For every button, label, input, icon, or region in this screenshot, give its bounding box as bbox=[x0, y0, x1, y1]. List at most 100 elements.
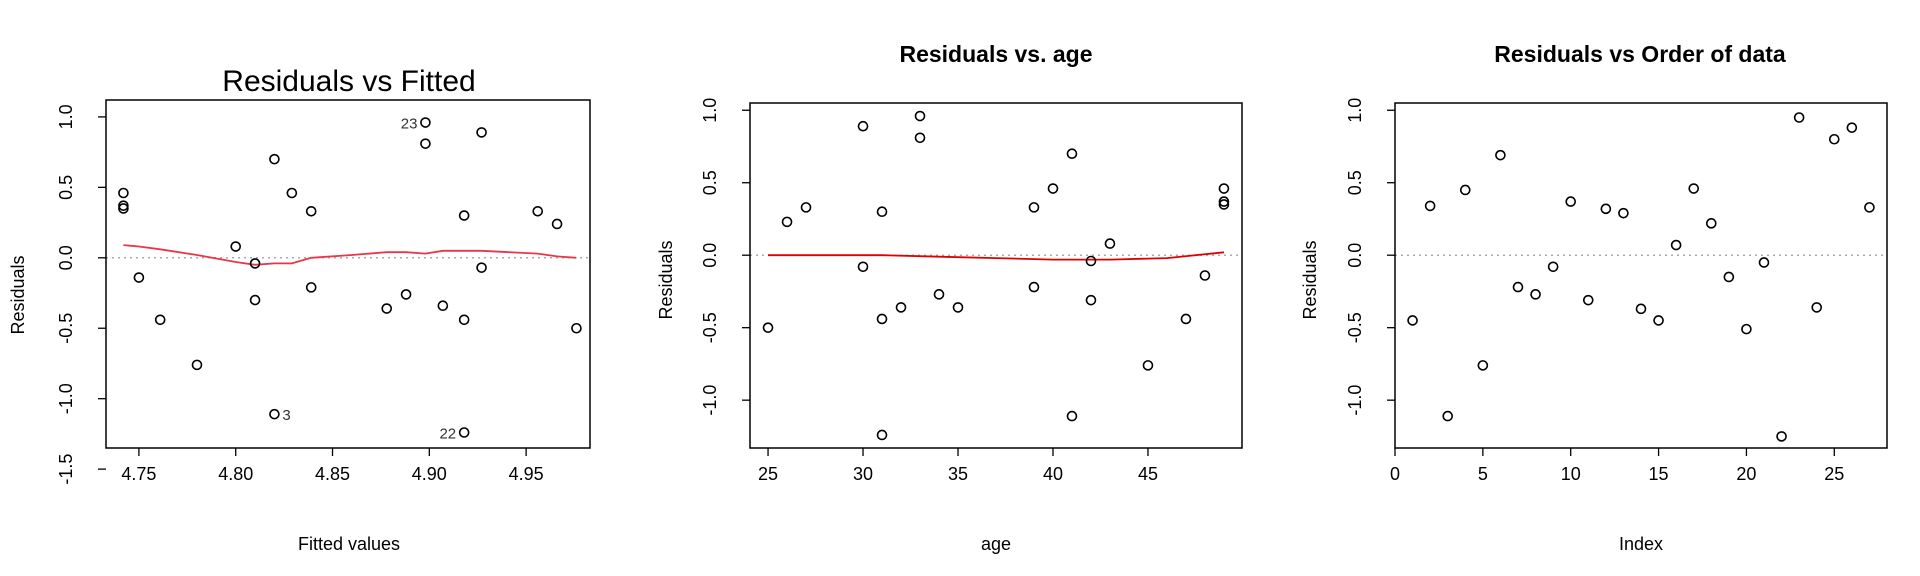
point-label: 22 bbox=[439, 426, 456, 443]
data-point bbox=[857, 120, 869, 132]
data-point bbox=[1723, 271, 1735, 283]
data-point bbox=[1199, 270, 1211, 281]
data-point bbox=[1066, 148, 1078, 160]
data-point bbox=[286, 187, 298, 199]
x-tick-label: 20 bbox=[1736, 464, 1756, 484]
plot-frame bbox=[749, 102, 1243, 449]
data-point bbox=[458, 427, 470, 438]
data-point bbox=[1218, 183, 1230, 194]
data-point bbox=[249, 258, 261, 269]
data-point bbox=[1864, 202, 1875, 213]
data-point bbox=[1600, 203, 1612, 215]
y-tick-label: -0.5 bbox=[700, 312, 720, 343]
x-tick-label: 45 bbox=[1138, 464, 1158, 484]
smooth-line bbox=[123, 244, 577, 266]
data-point bbox=[1424, 200, 1436, 212]
panel-title: Residuals vs. age bbox=[899, 41, 1092, 67]
y-tick-label: 0.5 bbox=[700, 170, 720, 195]
data-point bbox=[305, 282, 317, 293]
data-point bbox=[1085, 255, 1097, 267]
y-tick-label: 1.0 bbox=[700, 98, 720, 123]
y-tick-label: 0.0 bbox=[700, 243, 720, 268]
data-point bbox=[118, 203, 129, 214]
data-point bbox=[532, 206, 544, 217]
y-tick-label: -1.0 bbox=[56, 383, 76, 414]
smooth-line bbox=[768, 251, 1225, 261]
data-point bbox=[1741, 323, 1752, 335]
data-point bbox=[1218, 199, 1230, 210]
y-axis-label: Residuals bbox=[656, 240, 676, 319]
data-point bbox=[1793, 112, 1805, 123]
point-label: 23 bbox=[401, 116, 418, 133]
data-point bbox=[1811, 302, 1823, 313]
data-point bbox=[1495, 149, 1506, 161]
data-point bbox=[571, 322, 582, 334]
data-point bbox=[1530, 289, 1541, 300]
data-point bbox=[1846, 122, 1858, 133]
data-point bbox=[800, 202, 812, 213]
x-tick-label: 4.90 bbox=[412, 464, 447, 484]
x-tick-label: 5 bbox=[1478, 464, 1488, 484]
data-point bbox=[1047, 183, 1059, 194]
x-tick-label: 25 bbox=[758, 464, 778, 484]
data-point bbox=[1477, 360, 1489, 371]
x-tick-label: 40 bbox=[1043, 464, 1063, 484]
x-tick-label: 4.75 bbox=[121, 464, 156, 484]
panel-residuals-vs-fitted: Residuals vs Fitted Fitted values Residu… bbox=[8, 65, 591, 554]
y-tick-label: -1.0 bbox=[1345, 385, 1365, 416]
y-tick-label: 0.5 bbox=[1345, 170, 1365, 195]
data-point bbox=[781, 216, 793, 228]
data-point bbox=[1512, 281, 1524, 293]
x-tick-label: 25 bbox=[1824, 464, 1844, 484]
data-point bbox=[230, 241, 242, 252]
x-tick-label: 4.80 bbox=[218, 464, 253, 484]
panel-residuals-vs-age: Residuals vs. age age Residuals 25 30 35 40… bbox=[656, 41, 1243, 554]
x-tick-label: 4.95 bbox=[509, 464, 544, 484]
data-point bbox=[476, 127, 487, 138]
y-tick-label: 0.5 bbox=[56, 175, 76, 200]
data-point bbox=[1582, 294, 1594, 306]
data-point bbox=[118, 187, 129, 199]
y-tick-label: 0.0 bbox=[1345, 243, 1365, 268]
data-point bbox=[1104, 238, 1116, 249]
data-point bbox=[305, 206, 317, 217]
x-tick-label: 15 bbox=[1649, 464, 1669, 484]
data-point bbox=[420, 138, 431, 149]
data-point bbox=[1828, 133, 1840, 145]
data-point bbox=[876, 313, 888, 325]
data-point bbox=[1028, 202, 1040, 213]
x-tick-label: 4.85 bbox=[315, 464, 350, 484]
data-point bbox=[420, 117, 431, 128]
data-point bbox=[1688, 183, 1700, 194]
data-point bbox=[1653, 315, 1664, 326]
data-point bbox=[876, 206, 888, 218]
panel-title: Residuals vs Order of data bbox=[1494, 41, 1786, 67]
data-point bbox=[1547, 261, 1559, 273]
y-tick-label: -1.5 bbox=[56, 454, 76, 485]
data-point bbox=[437, 300, 449, 312]
data-point bbox=[1142, 360, 1154, 371]
panel-residuals-vs-order: Residuals vs Order of data Index Residua… bbox=[1300, 41, 1888, 554]
data-point bbox=[1218, 196, 1230, 207]
x-tick-label: 10 bbox=[1561, 464, 1581, 484]
data-point bbox=[1085, 294, 1097, 306]
data-point bbox=[1407, 315, 1418, 326]
panel-title: Residuals vs Fitted bbox=[222, 65, 475, 98]
data-point bbox=[1635, 303, 1647, 315]
data-point bbox=[1758, 257, 1770, 268]
data-point bbox=[551, 218, 563, 230]
data-point bbox=[458, 314, 470, 326]
data-point bbox=[269, 153, 280, 165]
x-axis-label: age bbox=[981, 534, 1011, 554]
x-axis-label: Index bbox=[1619, 534, 1663, 554]
data-point bbox=[154, 314, 166, 326]
data-point bbox=[249, 294, 261, 306]
data-point bbox=[1670, 239, 1682, 251]
data-point bbox=[857, 261, 869, 273]
data-point bbox=[914, 110, 926, 122]
y-tick-label: 1.0 bbox=[56, 104, 76, 129]
data-point bbox=[269, 408, 280, 420]
data-point bbox=[876, 429, 888, 441]
y-axis-label: Residuals bbox=[8, 255, 28, 334]
